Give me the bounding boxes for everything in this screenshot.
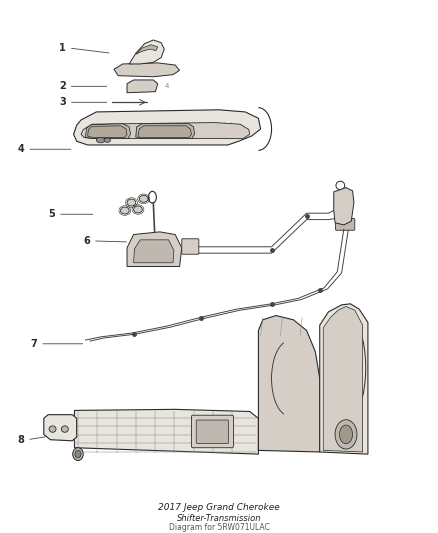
Polygon shape	[74, 409, 258, 454]
Polygon shape	[44, 415, 77, 441]
Polygon shape	[85, 124, 131, 139]
Polygon shape	[134, 240, 174, 263]
Ellipse shape	[49, 426, 56, 432]
FancyBboxPatch shape	[191, 415, 233, 448]
Ellipse shape	[73, 448, 83, 461]
Text: 4: 4	[164, 83, 169, 90]
Polygon shape	[320, 304, 368, 454]
Text: Shifter-Transmission: Shifter-Transmission	[177, 514, 261, 522]
Ellipse shape	[134, 206, 142, 213]
Ellipse shape	[339, 425, 353, 443]
Ellipse shape	[335, 420, 357, 449]
Text: 4: 4	[18, 144, 24, 154]
Text: 5: 5	[48, 209, 55, 219]
Polygon shape	[258, 316, 320, 452]
Text: 6: 6	[83, 236, 90, 246]
FancyBboxPatch shape	[336, 219, 355, 230]
Text: 1: 1	[59, 43, 66, 53]
Ellipse shape	[96, 138, 105, 143]
Polygon shape	[114, 63, 180, 77]
FancyBboxPatch shape	[182, 239, 199, 254]
Ellipse shape	[127, 199, 136, 206]
Polygon shape	[129, 40, 164, 64]
Polygon shape	[323, 306, 363, 452]
Polygon shape	[88, 126, 127, 138]
Text: 8: 8	[17, 435, 24, 445]
Ellipse shape	[104, 138, 110, 142]
Polygon shape	[127, 80, 158, 93]
Ellipse shape	[139, 196, 148, 203]
Ellipse shape	[120, 207, 129, 214]
Polygon shape	[127, 232, 182, 266]
Text: 2: 2	[59, 82, 66, 91]
Polygon shape	[138, 126, 191, 138]
Polygon shape	[81, 123, 250, 139]
Polygon shape	[74, 110, 261, 145]
Ellipse shape	[61, 426, 68, 432]
Text: 7: 7	[31, 339, 37, 349]
Polygon shape	[334, 188, 354, 225]
Text: 3: 3	[59, 98, 66, 107]
Text: 2017 Jeep Grand Cherokee: 2017 Jeep Grand Cherokee	[158, 503, 280, 512]
Polygon shape	[136, 124, 194, 139]
Ellipse shape	[75, 450, 81, 458]
Polygon shape	[136, 45, 158, 54]
FancyBboxPatch shape	[196, 420, 229, 443]
Text: Diagram for 5RW071ULAC: Diagram for 5RW071ULAC	[169, 523, 269, 532]
